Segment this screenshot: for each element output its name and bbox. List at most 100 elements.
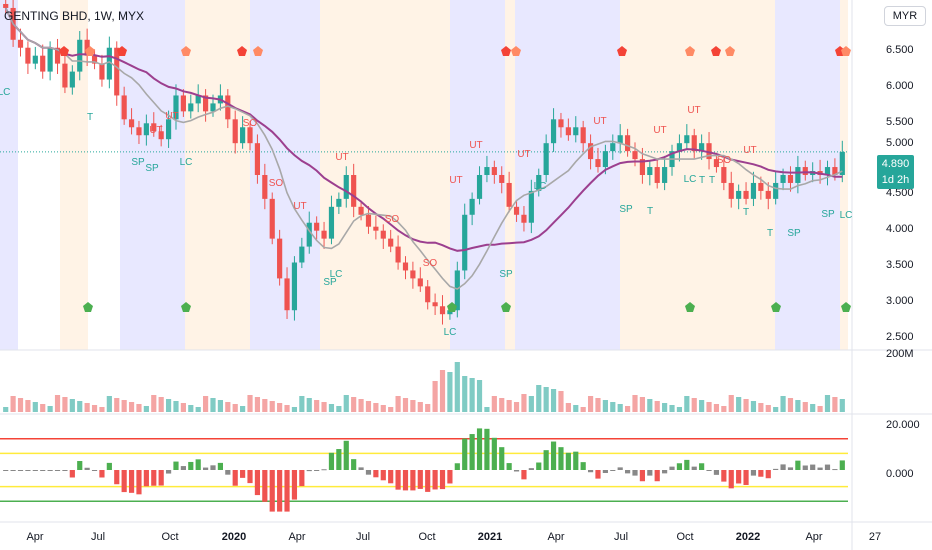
oscillator-bar [54,470,61,471]
oscillator-bar [543,450,549,470]
oscillator-axis-label: 0.000 [886,468,914,480]
time-axis-label: 27 [868,531,882,543]
signal-label: LC [0,87,10,98]
oscillator-bar [736,470,742,484]
candle-body [225,95,231,120]
signal-label: UT [687,105,700,116]
candle-body [188,103,194,112]
volume-bar [706,402,712,412]
currency-button[interactable]: MYR [884,6,926,26]
volume-bar [513,402,520,412]
oscillator-bar [802,465,808,470]
oscillator-bar [299,470,305,487]
signal-label: UT [165,111,178,122]
candle-body [625,135,631,152]
symbol-title: GENTING BHD, 1W, MYX [4,9,145,23]
volume-bar [580,407,586,412]
oscillator-bar [728,470,734,489]
candle-body [543,143,549,175]
volume-bar [432,381,438,412]
volume-bar [380,405,386,412]
signal-label: LC [330,269,343,280]
bar-countdown: 1d 2h [881,174,910,186]
oscillator-bar [402,470,409,491]
oscillator-bar [217,462,223,470]
volume-bar [40,404,46,412]
volume-bar [506,400,512,412]
candle-body [343,175,349,199]
time-axis-label: 2020 [221,531,247,543]
candle-body [795,167,801,183]
oscillator-bar [417,470,423,489]
oscillator-bar [365,470,372,475]
oscillator-bar [3,470,9,471]
volume-bar [543,387,549,412]
volume-bar [417,402,423,412]
volume-bar [388,407,394,412]
signal-pentagon [253,46,263,56]
last-price-tag: 4.890 1d 2h [877,155,914,189]
candle-body [713,159,720,168]
signal-pentagon [85,46,95,56]
volume-bar [54,395,61,412]
candle-body [610,143,616,152]
candle-body [706,143,712,160]
signal-label: SO [269,178,284,189]
signal-pentagon [711,46,721,56]
signal-label: SP [499,269,513,280]
oscillator-bar [676,463,683,470]
candle-body [832,167,838,175]
oscillator-bar [284,470,290,512]
signal-label: SP [145,163,159,174]
candle-body [773,182,779,199]
time-axis-label: Apr [547,531,565,543]
candle-body [77,39,83,72]
signal-label: SO [243,118,258,129]
candle-body [262,175,268,199]
volume-bar [336,406,342,412]
candle-body [99,63,105,80]
oscillator-bar [565,452,571,470]
background-band [120,0,185,350]
signal-label: T [767,228,773,239]
candle-body [84,39,90,56]
candle-body [765,190,771,199]
volume-bar [277,403,283,412]
candle-body [351,175,357,207]
signal-label: SP [787,228,801,239]
oscillator-bar [321,469,327,471]
signal-pentagon [501,46,511,56]
oscillator-bar [499,447,505,470]
candle-body [128,119,135,128]
volume-bar [669,405,675,412]
oscillator-bar [573,451,579,470]
candle-body [210,103,216,112]
candle-body [3,3,9,8]
candle-body [602,151,608,168]
time-axis-label: Jul [613,531,629,543]
candle-body [528,190,534,223]
candle-body [550,119,557,144]
oscillator-bar [625,470,631,474]
signal-pentagon [617,46,627,56]
volume-bar [321,402,327,412]
volume-bar [587,396,594,412]
volume-bar [602,400,608,412]
candle-body [365,214,372,227]
signal-label: LC [840,210,853,221]
volume-bar [743,399,749,412]
signal-pentagon [237,46,247,56]
volume-bar [373,403,379,412]
oscillator-bar [699,463,705,470]
oscillator-bar [136,470,142,495]
volume-bar [662,403,668,412]
candle-body [758,182,764,191]
oscillator-bar [432,470,438,490]
candle-body [395,246,401,263]
volume-bar [254,397,261,412]
signal-label: SP [131,157,145,168]
oscillator-bar [506,463,512,470]
oscillator-bar [62,470,68,471]
price-axis-label: 6.000 [886,80,914,92]
